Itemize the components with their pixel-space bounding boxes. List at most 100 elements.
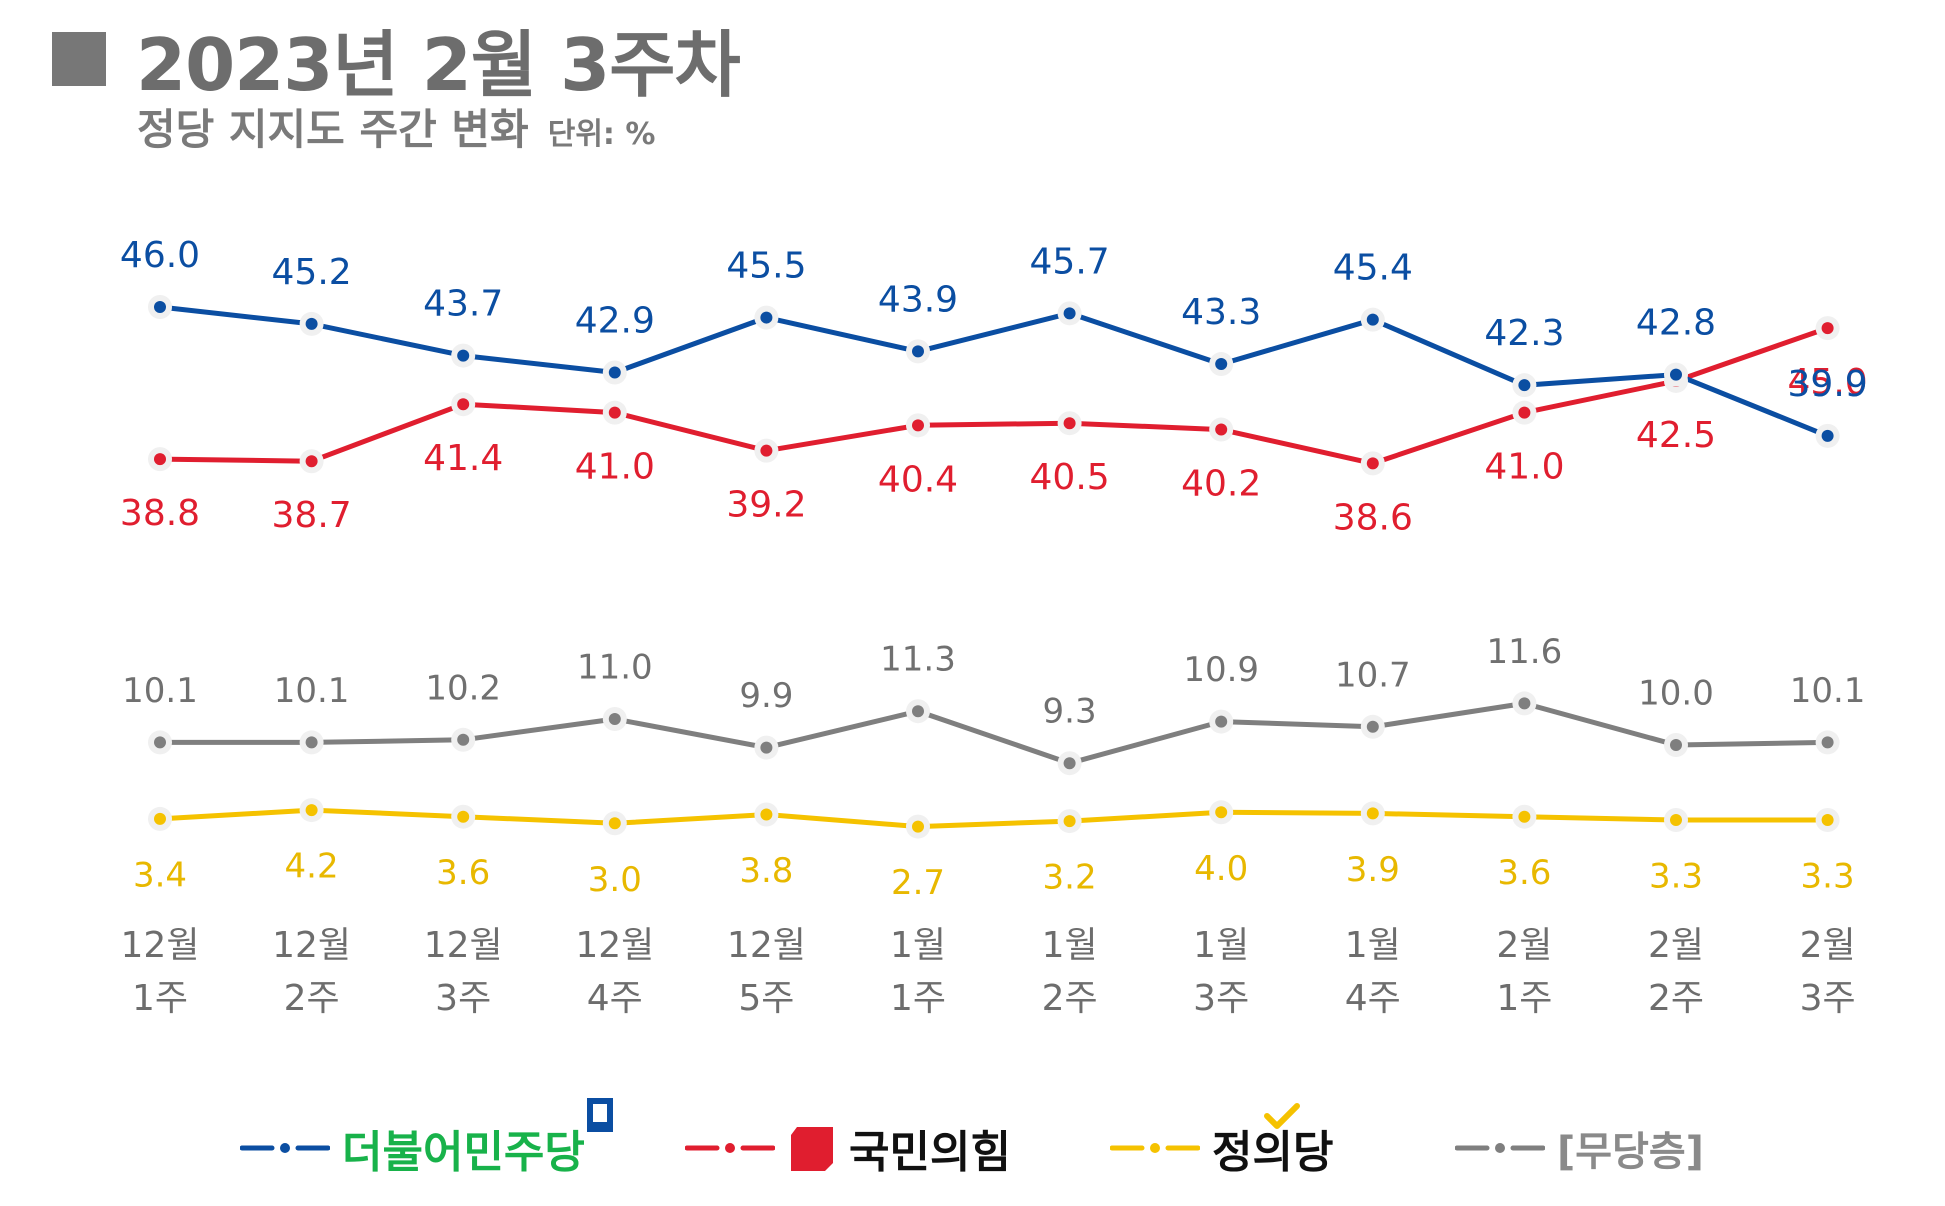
data-point-ppp bbox=[1518, 406, 1531, 419]
unit-label: 단위: % bbox=[547, 117, 656, 152]
x-tick-label-month: 1월 bbox=[1193, 925, 1249, 966]
data-label-democratic: 43.9 bbox=[878, 279, 958, 320]
x-tick-label-month: 1월 bbox=[1042, 925, 1098, 966]
data-point-independent bbox=[608, 713, 621, 725]
x-tick-label-month: 12월 bbox=[121, 925, 200, 966]
data-point-ppp bbox=[1215, 423, 1228, 436]
x-tick-label-month: 12월 bbox=[272, 925, 351, 966]
series-line-independent bbox=[157, 700, 1831, 766]
legend-item-justice: 정의당 bbox=[1110, 1090, 1333, 1206]
check-mark bbox=[1264, 1103, 1301, 1129]
data-label-justice: 2.7 bbox=[891, 863, 945, 903]
x-tick-label-week: 3주 bbox=[435, 978, 491, 1019]
data-label-justice: 3.9 bbox=[1346, 850, 1400, 890]
flag-inner bbox=[592, 1104, 607, 1122]
data-label-justice: 3.2 bbox=[1043, 858, 1097, 898]
series-line-ppp bbox=[157, 325, 1831, 466]
data-label-independent: 10.7 bbox=[1335, 655, 1411, 695]
data-label-independent: 9.9 bbox=[739, 676, 793, 716]
title-square-icon bbox=[52, 31, 106, 86]
x-tick-label-week: 5주 bbox=[738, 978, 794, 1019]
x-tick-label-month: 12월 bbox=[727, 925, 806, 966]
data-point-democratic bbox=[1063, 307, 1076, 320]
legend-swatch-independent bbox=[1455, 1143, 1545, 1153]
legend-label-ppp: 국민의힘 bbox=[849, 1127, 1011, 1178]
data-label-ppp: 38.6 bbox=[1333, 497, 1413, 538]
x-tick-label-month: 1월 bbox=[1345, 925, 1401, 966]
x-tick-label-month: 2월 bbox=[1648, 925, 1704, 966]
legend-swatch-dot bbox=[1150, 1143, 1160, 1153]
page-title: 2023년 2월 3주차 bbox=[136, 23, 741, 107]
legend-label-independent: [무당층] bbox=[1557, 1129, 1704, 1175]
data-label-ppp: 39.2 bbox=[726, 485, 806, 526]
x-tick-label-week: 4주 bbox=[587, 978, 643, 1019]
data-label-democratic: 46.0 bbox=[120, 235, 200, 276]
data-point-independent bbox=[154, 736, 166, 749]
data-point-justice bbox=[154, 812, 166, 825]
line-chart: 10.1 10.1 10.2 11.0 9.9 11.3 9.3 10.9 10.7 11.6 10… bbox=[120, 235, 1868, 1019]
data-label-democratic: 42.3 bbox=[1484, 313, 1564, 354]
x-tick-label-month: 12월 bbox=[575, 925, 654, 966]
data-label-ppp: 38.8 bbox=[120, 493, 200, 534]
data-label-independent: 9.3 bbox=[1043, 692, 1097, 732]
data-label-justice: 3.3 bbox=[1649, 857, 1703, 897]
legend-swatch-justice bbox=[1110, 1143, 1200, 1153]
data-label-independent: 11.6 bbox=[1487, 632, 1563, 672]
legend-swatch-dot bbox=[725, 1143, 735, 1153]
data-point-ppp bbox=[1063, 417, 1076, 430]
data-label-justice: 3.0 bbox=[588, 860, 642, 900]
justice-check-icon bbox=[1264, 1103, 1301, 1129]
data-label-independent: 10.0 bbox=[1638, 674, 1714, 714]
data-label-justice: 3.6 bbox=[436, 853, 490, 893]
data-point-ppp bbox=[1821, 322, 1834, 335]
data-label-ppp: 41.0 bbox=[575, 447, 655, 488]
data-point-justice bbox=[1670, 814, 1682, 826]
data-label-democratic: 43.7 bbox=[423, 284, 503, 325]
data-point-ppp bbox=[154, 453, 166, 466]
legend-item-independent: [무당층] bbox=[1455, 1090, 1704, 1206]
legend-swatch-dot bbox=[1495, 1143, 1505, 1153]
series-line-justice bbox=[157, 807, 1831, 830]
legend-item-democratic: 더불어민주당 bbox=[240, 1090, 615, 1206]
data-point-democratic bbox=[1670, 368, 1682, 381]
data-label-ppp: 40.4 bbox=[878, 459, 958, 500]
data-label-ppp: 40.5 bbox=[1030, 457, 1110, 498]
data-point-justice bbox=[1366, 807, 1379, 820]
data-point-justice bbox=[457, 810, 470, 823]
data-point-ppp bbox=[1366, 457, 1379, 470]
data-point-democratic bbox=[1366, 313, 1379, 326]
data-point-democratic bbox=[760, 311, 773, 324]
data-point-ppp bbox=[457, 398, 470, 411]
x-tick-label-week: 2주 bbox=[1042, 978, 1098, 1019]
data-label-ppp: 40.2 bbox=[1181, 464, 1261, 505]
data-label-democratic: 43.3 bbox=[1181, 292, 1261, 333]
data-point-democratic bbox=[1518, 379, 1531, 392]
data-point-justice bbox=[1821, 814, 1834, 826]
data-label-ppp: 41.0 bbox=[1484, 447, 1564, 488]
data-label-independent: 10.9 bbox=[1183, 650, 1259, 690]
ppp-logo-icon bbox=[791, 1127, 833, 1171]
data-label-democratic: 45.5 bbox=[726, 246, 806, 287]
data-label-ppp: 41.4 bbox=[423, 438, 503, 479]
data-point-independent bbox=[1821, 736, 1834, 749]
data-point-democratic bbox=[1821, 429, 1834, 442]
data-label-justice: 4.0 bbox=[1194, 849, 1248, 889]
data-label-independent: 10.2 bbox=[425, 668, 501, 708]
legend-item-ppp: 국민의힘 bbox=[685, 1090, 1011, 1206]
x-tick-label-week: 1주 bbox=[890, 978, 946, 1019]
data-point-justice bbox=[912, 820, 924, 833]
legend-label-democratic: 더불어민주당 bbox=[342, 1127, 585, 1178]
data-label-democratic: 39.9 bbox=[1788, 364, 1868, 405]
data-point-justice bbox=[1215, 806, 1228, 819]
data-point-independent bbox=[1518, 697, 1531, 710]
x-tick-label-week: 2주 bbox=[1648, 978, 1704, 1019]
data-point-independent bbox=[1215, 715, 1228, 728]
data-point-democratic bbox=[912, 345, 924, 358]
data-label-democratic: 42.8 bbox=[1636, 303, 1716, 344]
x-tick-label-month: 12월 bbox=[424, 925, 503, 966]
subtitle-row: 정당 지지도 주간 변화 단위: % bbox=[137, 96, 655, 157]
ppp-logo-shape bbox=[791, 1127, 833, 1171]
data-point-justice bbox=[1063, 815, 1076, 828]
x-tick-label-week: 1주 bbox=[132, 978, 188, 1019]
data-label-justice: 3.6 bbox=[1497, 853, 1551, 893]
